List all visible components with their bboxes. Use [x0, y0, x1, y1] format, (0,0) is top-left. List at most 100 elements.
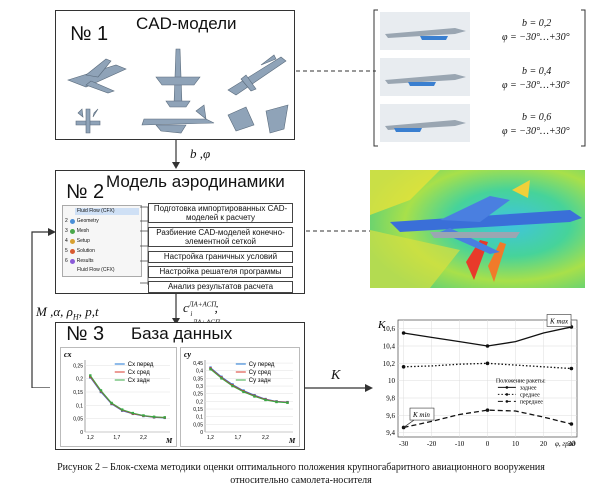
cx-x-axis-label: M	[165, 437, 173, 445]
k-x-tick-label: -10	[455, 440, 465, 448]
workbench-tree-header: Fluid Flow (CFX)	[75, 208, 139, 215]
aero-step-2: Разбиение CAD-моделей конечно-элементной…	[148, 227, 293, 247]
k-data-point	[485, 408, 490, 412]
cy-legend-entry: Cy сред	[249, 370, 272, 376]
block-number-3: № 3	[66, 323, 105, 345]
workbench-tree-footer: Fluid Flow (CFX)	[77, 267, 115, 273]
cy-data-point	[253, 395, 256, 398]
cx-chart: 0 0,05 0,1 0,15 0,2 0,25 1,2 1,7 2,2 cx M Cx перед C…	[60, 347, 177, 447]
cy-y-tick-label: 0,45	[193, 361, 203, 367]
cx-data-point	[89, 374, 92, 377]
cy-y-tick-label: 0,05	[193, 422, 203, 428]
cx-legend-entry: Cx перед	[128, 362, 154, 368]
cy-y-tick-label: 0,25	[193, 392, 203, 398]
k-min-annotation: K min	[412, 411, 430, 419]
k-x-tick-label: 10	[512, 440, 520, 448]
cy-data-point	[264, 398, 267, 402]
cx-x-tick-label: 2,2	[140, 435, 147, 441]
k-legend-entry: заднее	[520, 385, 537, 391]
k-max-box	[546, 314, 572, 327]
cy-data-point	[286, 401, 289, 404]
k-y-tick-label: 10,4	[383, 343, 396, 351]
k-y-tick-label: 9,8	[386, 395, 395, 403]
cx-data-point	[110, 401, 113, 405]
tree-item-results: 6 Results	[65, 258, 94, 264]
config-phi-0: φ = −30°…+30°	[502, 32, 570, 43]
k-data-point	[485, 344, 490, 348]
k-max-annotation: K max	[549, 317, 569, 325]
cy-series-line	[210, 368, 288, 404]
cx-x-tick-label: 1,7	[113, 435, 120, 441]
tree-item-mesh: 3 Mesh	[65, 228, 90, 234]
cy-y-tick-label: 0,4	[196, 369, 203, 375]
config-panel: b = 0,2 φ = −30°…+30° b = 0,4 φ = −30°…+…	[372, 8, 587, 148]
cx-data-point	[142, 414, 145, 417]
k-x-tick-label: 30	[568, 440, 576, 448]
k-y-tick-label: 10	[388, 377, 396, 385]
dashed-connector-aero	[306, 230, 376, 232]
k-y-tick-label: 10,6	[383, 325, 396, 333]
k-legend-entry: среднее	[520, 392, 540, 398]
aero-step-3: Настройка граничных условий	[148, 251, 293, 263]
feedback-loop-arrow	[31, 228, 56, 388]
cy-legend-entry: Cy задн	[249, 378, 271, 384]
tree-item-setup: 4 Setup	[65, 238, 90, 244]
cy-x-tick-label: 1,7	[235, 435, 242, 441]
cy-legend-entry: Cy перед	[249, 362, 275, 368]
cy-y-axis-label: cy	[184, 350, 192, 359]
config-phi-1: φ = −30°…+30°	[502, 80, 570, 91]
aero-step-5: Анализ результатов расчета	[148, 281, 293, 293]
cy-y-tick-label: 0,2	[196, 399, 203, 405]
k-y-tick-label: 10,2	[383, 360, 396, 368]
k-x-tick-label: -20	[427, 440, 437, 448]
label-b-phi: b ,φ	[190, 146, 211, 161]
figure-caption-line-1: Рисунок 2 – Блок-схема методики оценки о…	[57, 462, 545, 473]
cfd-pressure-field-image	[370, 170, 585, 288]
k-legend-marker	[505, 393, 509, 396]
k-legend-marker	[505, 386, 509, 389]
config-aircraft-images	[380, 12, 470, 142]
cy-data-point	[242, 390, 245, 394]
cad-models-block: № 1 CAD-модели	[55, 10, 295, 140]
cx-y-tick-label: 0,2	[76, 377, 83, 383]
cx-x-tick-label: 1,2	[87, 435, 94, 441]
cy-y-tick-label: 0,1	[196, 415, 203, 421]
block-number-2: № 2	[66, 181, 105, 203]
label-k: K	[331, 368, 341, 383]
cx-y-tick-label: 0,05	[73, 417, 83, 423]
cx-data-point	[152, 415, 156, 418]
config-brackets	[373, 9, 586, 147]
cx-data-point	[120, 408, 124, 411]
dashed-connector-cad	[296, 70, 376, 72]
database-block: № 3 База данных 0 0,05 0,1 0,15 0,2 0,25 1,2 1,…	[55, 322, 305, 450]
cx-y-tick-label: 0,15	[73, 390, 83, 396]
config-b-0: b = 0,2	[522, 18, 552, 29]
tree-item-geometry: 2 Geometry	[65, 218, 99, 224]
aero-step-4: Настройка решателя программы	[148, 266, 293, 278]
config-phi-2: φ = −30°…+30°	[502, 126, 570, 137]
cx-y-tick-label: 0,25	[73, 363, 83, 369]
k-min-box	[409, 407, 435, 421]
aero-block-title: Модель аэродинамики	[106, 172, 285, 191]
cx-data-point	[163, 416, 166, 419]
k-x-tick-label: -30	[399, 440, 409, 448]
k-y-tick-label: 9,4	[386, 429, 395, 437]
cy-y-tick-label: 0,15	[193, 407, 203, 413]
cx-legend-entry: Cx сред	[128, 370, 151, 376]
k-legend-marker	[505, 400, 509, 403]
k-legend-title: Положение ракеты:	[496, 378, 546, 384]
arrow-db-to-k	[305, 384, 373, 392]
k-data-point	[569, 422, 574, 426]
cy-data-point	[209, 367, 212, 371]
arrow-cad-to-aero	[172, 140, 180, 169]
k-data-point	[485, 361, 490, 366]
cx-y-axis-label: cx	[64, 350, 72, 359]
k-series-line	[403, 409, 572, 429]
k-legend-entry: переднее	[520, 399, 543, 405]
cy-x-tick-label: 1,2	[207, 435, 214, 441]
k-data-point	[401, 365, 406, 369]
cy-y-tick-label: 0,3	[196, 384, 203, 390]
db-block-title: База данных	[131, 324, 233, 343]
cy-data-point	[220, 377, 223, 380]
cx-y-tick-label: 0	[80, 430, 83, 436]
